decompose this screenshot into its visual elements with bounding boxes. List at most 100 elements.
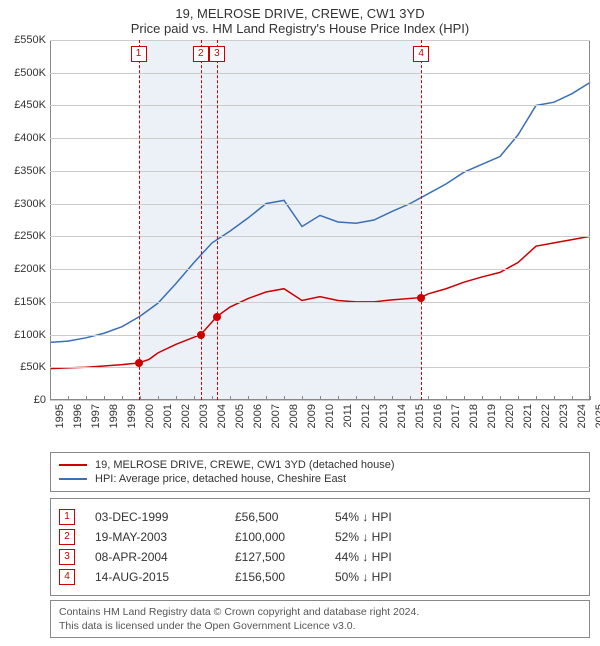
y-tick-label: £50K xyxy=(20,361,50,373)
x-tick-label: 2021 xyxy=(522,404,534,428)
x-tick-label: 2023 xyxy=(558,404,570,428)
chart-container: 19, MELROSE DRIVE, CREWE, CW1 3YD Price … xyxy=(0,6,600,638)
x-tick-label: 2001 xyxy=(162,404,174,428)
x-tick-label: 2022 xyxy=(540,404,552,428)
y-tick-label: £500K xyxy=(14,67,50,79)
y-tick-label: £100K xyxy=(14,329,50,341)
x-tick xyxy=(392,396,393,400)
plot-area: £0£50K£100K£150K£200K£250K£300K£350K£400… xyxy=(50,40,590,400)
x-tick-label: 2005 xyxy=(234,404,246,428)
event-marker xyxy=(213,313,221,321)
x-tick xyxy=(500,396,501,400)
event-table-row: 2 19-MAY-2003£100,00052% ↓ HPI xyxy=(59,529,581,545)
event-marker xyxy=(417,294,425,302)
x-tick xyxy=(410,396,411,400)
legend: 19, MELROSE DRIVE, CREWE, CW1 3YD (detac… xyxy=(50,452,590,492)
footer-attribution: Contains HM Land Registry data © Crown c… xyxy=(50,600,590,638)
event-table-price: £127,500 xyxy=(235,550,335,564)
x-tick-label: 2013 xyxy=(378,404,390,428)
line-layer xyxy=(50,40,590,400)
x-tick-label: 2006 xyxy=(252,404,264,428)
event-badge: 1 xyxy=(131,46,147,62)
event-table-badge: 2 xyxy=(59,529,75,545)
event-badge: 4 xyxy=(413,46,429,62)
y-gridline xyxy=(50,73,590,74)
x-tick xyxy=(482,396,483,400)
x-tick-label: 2000 xyxy=(144,404,156,428)
x-tick-label: 2003 xyxy=(198,404,210,428)
x-tick-label: 2018 xyxy=(468,404,480,428)
event-table-diff: 52% ↓ HPI xyxy=(335,530,435,544)
x-tick xyxy=(536,396,537,400)
event-table-diff: 44% ↓ HPI xyxy=(335,550,435,564)
x-tick xyxy=(554,396,555,400)
event-table-date: 08-APR-2004 xyxy=(95,550,235,564)
x-tick-label: 2004 xyxy=(216,404,228,428)
x-tick-label: 2002 xyxy=(180,404,192,428)
legend-item: 19, MELROSE DRIVE, CREWE, CW1 3YD (detac… xyxy=(59,459,581,471)
x-tick-label: 2010 xyxy=(324,404,336,428)
x-tick-label: 2019 xyxy=(486,404,498,428)
footer-line-2: This data is licensed under the Open Gov… xyxy=(59,619,581,633)
event-table-date: 19-MAY-2003 xyxy=(95,530,235,544)
event-line xyxy=(217,40,218,400)
event-table-diff: 54% ↓ HPI xyxy=(335,510,435,524)
x-axis: 1995199619971998199920002001200220032004… xyxy=(50,400,590,444)
y-gridline xyxy=(50,204,590,205)
x-tick xyxy=(572,396,573,400)
x-tick xyxy=(176,396,177,400)
x-tick-label: 2020 xyxy=(504,404,516,428)
event-table: 103-DEC-1999£56,50054% ↓ HPI 2 19-MAY-2003… xyxy=(50,498,590,596)
y-tick-label: £200K xyxy=(14,263,50,275)
x-tick xyxy=(320,396,321,400)
x-tick-label: 1996 xyxy=(72,404,84,428)
y-tick-label: £550K xyxy=(14,34,50,46)
x-tick-label: 2024 xyxy=(576,404,588,428)
chart-subtitle: Price paid vs. HM Land Registry's House … xyxy=(0,21,600,36)
x-tick-label: 1998 xyxy=(108,404,120,428)
event-line xyxy=(421,40,422,400)
legend-label: HPI: Average price, detached house, Ches… xyxy=(95,473,346,485)
y-gridline xyxy=(50,40,590,41)
x-tick xyxy=(428,396,429,400)
y-tick-label: £150K xyxy=(14,296,50,308)
y-tick-label: £300K xyxy=(14,198,50,210)
y-gridline xyxy=(50,105,590,106)
event-line xyxy=(139,40,140,400)
event-table-price: £100,000 xyxy=(235,530,335,544)
x-tick xyxy=(590,396,591,400)
y-gridline xyxy=(50,269,590,270)
chart-title: 19, MELROSE DRIVE, CREWE, CW1 3YD xyxy=(0,6,600,21)
event-badge: 2 xyxy=(193,46,209,62)
x-tick xyxy=(266,396,267,400)
y-gridline xyxy=(50,302,590,303)
x-tick xyxy=(104,396,105,400)
x-tick-label: 1997 xyxy=(90,404,102,428)
x-tick xyxy=(68,396,69,400)
event-badge: 3 xyxy=(209,46,225,62)
x-tick-label: 2011 xyxy=(342,404,354,428)
series-hpi xyxy=(50,83,590,343)
y-tick-label: £400K xyxy=(14,132,50,144)
x-tick xyxy=(122,396,123,400)
x-tick xyxy=(140,396,141,400)
event-line xyxy=(201,40,202,400)
x-tick xyxy=(446,396,447,400)
x-tick xyxy=(248,396,249,400)
x-tick-label: 2008 xyxy=(288,404,300,428)
legend-label: 19, MELROSE DRIVE, CREWE, CW1 3YD (detac… xyxy=(95,459,395,471)
event-table-price: £56,500 xyxy=(235,510,335,524)
event-table-row: 103-DEC-1999£56,50054% ↓ HPI xyxy=(59,509,581,525)
event-table-badge: 3 xyxy=(59,549,75,565)
x-tick xyxy=(518,396,519,400)
event-table-date: 14-AUG-2015 xyxy=(95,570,235,584)
x-tick-label: 2007 xyxy=(270,404,282,428)
x-tick-label: 2017 xyxy=(450,404,462,428)
y-gridline xyxy=(50,138,590,139)
event-table-badge: 4 xyxy=(59,569,75,585)
x-tick xyxy=(212,396,213,400)
legend-swatch xyxy=(59,478,87,480)
y-gridline xyxy=(50,335,590,336)
event-table-row: 414-AUG-2015£156,50050% ↓ HPI xyxy=(59,569,581,585)
x-tick xyxy=(374,396,375,400)
